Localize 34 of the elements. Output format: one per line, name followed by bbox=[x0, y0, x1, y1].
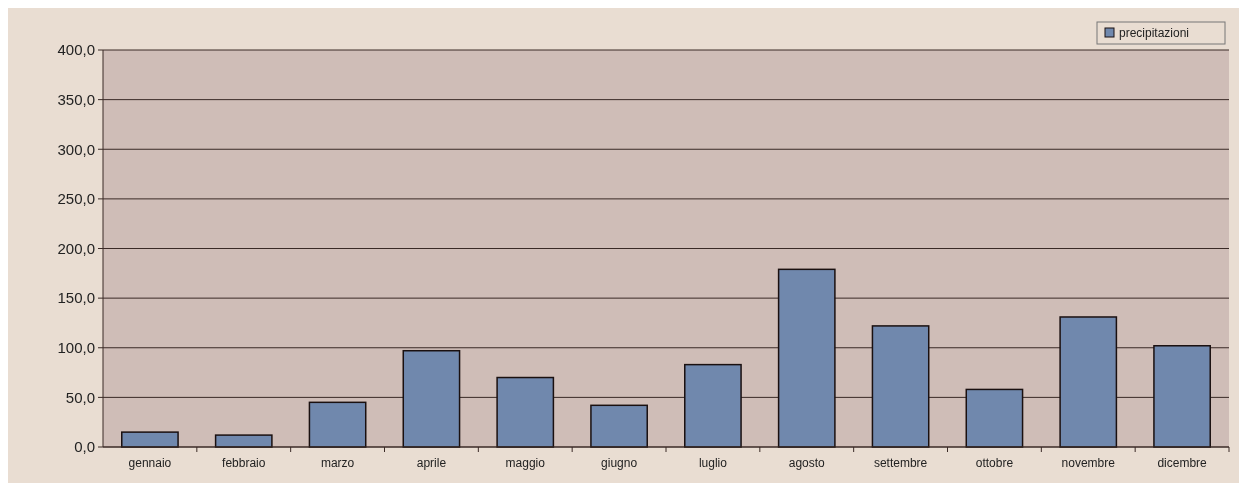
x-tick-label: ottobre bbox=[975, 456, 1014, 470]
bar bbox=[777, 268, 836, 448]
bar bbox=[496, 376, 555, 448]
x-tick-label: settembre bbox=[873, 456, 928, 470]
y-tick-label: 200,0 bbox=[57, 239, 95, 257]
bar bbox=[308, 401, 367, 448]
x-tick-label: aprile bbox=[416, 456, 447, 470]
x-tick-label: maggio bbox=[505, 456, 546, 470]
bar bbox=[402, 349, 461, 448]
bar bbox=[1059, 316, 1118, 448]
y-tick-label: 0,0 bbox=[74, 438, 95, 456]
x-tick-label: luglio bbox=[698, 456, 728, 470]
y-tick-label: 100,0 bbox=[57, 339, 95, 356]
x-tick-label: gennaio bbox=[128, 456, 172, 470]
bar bbox=[214, 434, 273, 448]
y-tick-label: 250,0 bbox=[57, 190, 95, 208]
bar bbox=[590, 404, 648, 448]
bar bbox=[1153, 345, 1211, 448]
bar bbox=[121, 431, 179, 448]
bar bbox=[684, 363, 742, 448]
x-tick-label: novembre bbox=[1061, 456, 1116, 470]
y-tick-label: 400,0 bbox=[57, 41, 95, 59]
y-tick-label: 300,0 bbox=[57, 140, 95, 158]
x-tick-label: marzo bbox=[320, 456, 355, 470]
legend-label: precipitazioni bbox=[1119, 26, 1190, 41]
bar bbox=[871, 325, 930, 448]
x-tick-label: dicembre bbox=[1157, 456, 1208, 470]
y-tick-label: 150,0 bbox=[57, 289, 95, 307]
x-tick-label: giugno bbox=[601, 456, 638, 470]
x-tick-label: agosto bbox=[788, 456, 826, 470]
y-tick-label: 350,0 bbox=[57, 90, 95, 108]
bar bbox=[965, 388, 1024, 448]
x-tick-label: febbraio bbox=[222, 456, 266, 470]
y-tick-label: 50,0 bbox=[65, 388, 95, 406]
